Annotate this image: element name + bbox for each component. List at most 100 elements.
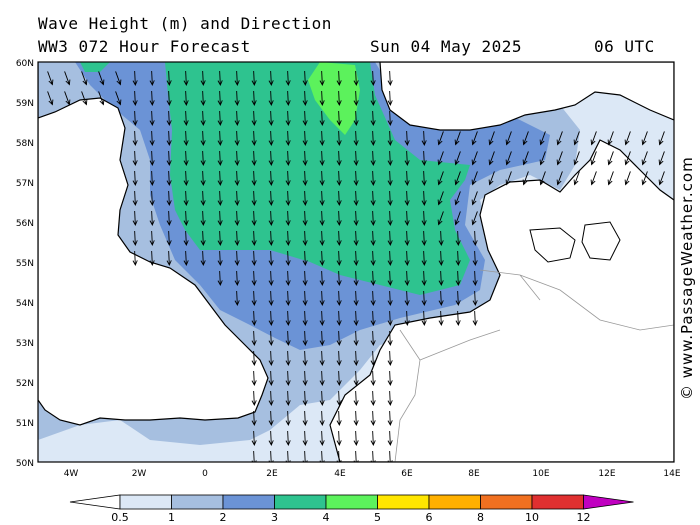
direction-arrow <box>166 190 172 207</box>
legend-label: 10 <box>525 511 539 524</box>
direction-arrow <box>336 310 342 327</box>
direction-arrow <box>166 250 172 267</box>
legend-label: 12 <box>577 511 591 524</box>
direction-arrow <box>302 290 308 307</box>
direction-arrow <box>319 350 325 367</box>
direction-arrow <box>319 330 325 347</box>
direction-arrow <box>234 130 240 147</box>
direction-arrow <box>115 91 122 106</box>
direction-arrow <box>353 270 359 287</box>
direction-arrow <box>149 130 155 147</box>
direction-arrow <box>319 190 325 207</box>
direction-arrow <box>268 270 274 287</box>
direction-arrow <box>370 70 376 87</box>
direction-arrow <box>454 151 461 166</box>
direction-arrow <box>387 210 393 227</box>
legend-swatch <box>274 494 327 510</box>
legend-label: 1 <box>168 511 175 524</box>
lat-label-56n: 56N <box>16 219 34 229</box>
direction-arrow <box>387 350 393 367</box>
direction-arrow <box>132 130 138 147</box>
direction-arrow <box>421 130 427 147</box>
direction-arrow <box>234 290 240 307</box>
direction-arrow <box>285 90 291 107</box>
direction-arrow <box>251 370 257 387</box>
direction-arrow <box>336 150 342 167</box>
direction-arrow <box>285 310 291 327</box>
direction-arrow <box>336 350 342 367</box>
direction-arrow <box>353 150 359 167</box>
direction-arrow <box>387 370 393 387</box>
lon-label-6e: 6E <box>401 469 413 479</box>
direction-arrow <box>217 90 223 107</box>
direction-arrow <box>183 70 189 87</box>
direction-arrow <box>251 290 257 307</box>
direction-arrow <box>302 170 308 187</box>
direction-arrow <box>302 410 308 427</box>
direction-arrow <box>251 130 257 147</box>
direction-arrow <box>607 151 614 166</box>
lon-label-2e: 2E <box>266 469 278 479</box>
direction-arrow <box>302 430 308 447</box>
direction-arrow <box>319 130 325 147</box>
direction-arrow <box>319 210 325 227</box>
direction-arrow <box>336 110 342 127</box>
direction-arrow <box>404 250 410 267</box>
direction-arrow <box>505 151 512 166</box>
direction-arrow <box>641 151 648 166</box>
lon-label-8e: 8E <box>468 469 480 479</box>
lon-axis: 4W 2W 0 2E 4E 6E 8E 10E 12E 14E <box>64 469 681 479</box>
direction-arrow <box>472 250 478 267</box>
direction-arrow <box>319 150 325 167</box>
direction-arrow <box>166 110 172 127</box>
direction-arrow <box>183 190 189 207</box>
lat-label-52n: 52N <box>16 379 34 389</box>
direction-arrow <box>200 90 206 107</box>
map-frame <box>37 61 675 463</box>
direction-arrow <box>149 150 155 167</box>
direction-arrow <box>251 150 257 167</box>
legend-swatch <box>222 494 275 510</box>
wave-band-3-4m-west <box>80 62 110 72</box>
direction-arrow <box>183 210 189 227</box>
direction-arrow <box>641 171 648 186</box>
lat-label-57n: 57N <box>16 179 34 189</box>
direction-arrow <box>234 270 240 287</box>
direction-arrow <box>268 210 274 227</box>
direction-arrow <box>268 350 274 367</box>
direction-arrow <box>319 370 325 387</box>
legend-max-triangle <box>583 494 634 510</box>
direction-arrow <box>319 110 325 127</box>
direction-arrow <box>81 91 88 106</box>
direction-arrow <box>421 290 427 307</box>
direction-arrow <box>353 230 359 247</box>
direction-arrow <box>302 190 308 207</box>
direction-arrow <box>624 151 631 166</box>
legend-label: 6 <box>426 511 433 524</box>
direction-arrow <box>471 171 478 186</box>
direction-arrow <box>336 290 342 307</box>
direction-arrow <box>454 191 461 206</box>
direction-arrow <box>132 210 138 227</box>
lon-label-14e: 14E <box>663 469 680 479</box>
lon-label-12e: 12E <box>598 469 615 479</box>
direction-arrow <box>438 250 444 267</box>
direction-arrow <box>98 71 105 86</box>
legend-label: 3 <box>271 511 278 524</box>
direction-arrow <box>251 310 257 327</box>
direction-arrow <box>319 170 325 187</box>
direction-arrow <box>472 290 478 307</box>
direction-arrow <box>217 250 223 267</box>
direction-arrow <box>658 171 665 186</box>
direction-arrow <box>336 410 342 427</box>
direction-arrow <box>539 131 546 146</box>
direction-arrow <box>268 230 274 247</box>
lat-label-51n: 51N <box>16 419 34 429</box>
direction-arrow <box>404 130 410 147</box>
direction-arrow <box>285 150 291 167</box>
direction-arrow <box>370 430 376 447</box>
direction-arrow <box>387 230 393 247</box>
direction-arrow <box>149 250 155 267</box>
direction-arrow <box>132 190 138 207</box>
direction-arrow <box>302 310 308 327</box>
